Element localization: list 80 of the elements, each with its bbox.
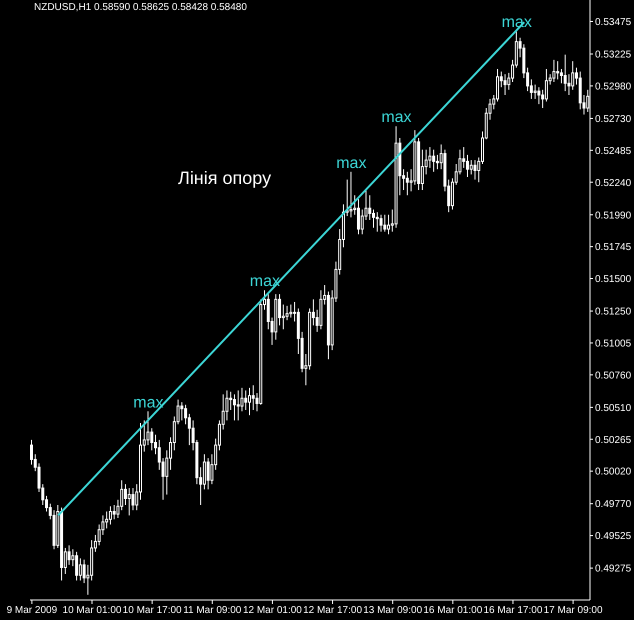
candlestick xyxy=(466,154,469,178)
candlestick xyxy=(552,59,556,82)
candlestick xyxy=(225,390,228,421)
candlestick xyxy=(131,488,134,511)
candlestick xyxy=(376,212,379,232)
y-tick-label: 0.52485 xyxy=(595,146,632,157)
candlestick xyxy=(360,209,364,235)
candlestick xyxy=(436,154,439,170)
annotation: max xyxy=(250,273,280,290)
candlestick xyxy=(349,171,352,218)
candlestick xyxy=(534,84,537,100)
candlestick xyxy=(206,458,210,490)
x-tick-label: 16 Mar 01:00 xyxy=(423,605,483,616)
candlestick xyxy=(150,428,154,451)
candlestick xyxy=(236,390,240,421)
candlestick xyxy=(537,86,540,105)
y-tick-label: 0.52980 xyxy=(595,81,632,92)
candlestick xyxy=(473,160,476,180)
candlestick xyxy=(556,60,560,80)
candlestick xyxy=(544,68,548,102)
candlestick xyxy=(78,558,82,581)
candlestick xyxy=(108,506,112,526)
candlestick xyxy=(504,74,507,96)
y-tick-label: 0.50760 xyxy=(595,370,632,382)
candlestick xyxy=(180,402,184,421)
candlestick xyxy=(470,160,473,175)
candlestick xyxy=(232,394,236,421)
candlestick xyxy=(229,391,232,410)
candlestick xyxy=(240,387,244,412)
x-tick-label: 10 Mar 17:00 xyxy=(122,605,182,616)
x-tick-label: 12 Mar 01:00 xyxy=(242,605,302,616)
candlestick xyxy=(387,214,390,235)
y-tick-label: 0.51005 xyxy=(595,338,632,350)
candlestick xyxy=(112,504,116,520)
y-tick-label: 0.50265 xyxy=(595,434,632,446)
candlestick xyxy=(68,544,71,566)
candlestick xyxy=(406,171,409,196)
x-tick-label: 17 Mar 09:00 xyxy=(544,605,603,616)
candlestick xyxy=(380,214,383,232)
y-tick-label: 0.51990 xyxy=(595,210,632,222)
x-tick-label: 13 Mar 09:00 xyxy=(363,605,423,616)
x-tick-label: 11 Mar 09:00 xyxy=(183,605,242,616)
candlestick xyxy=(202,454,206,490)
chart-title: NZDUSD,H1 0.58590 0.58625 0.58428 0.58480 xyxy=(34,2,247,13)
annotation: Лінія опору xyxy=(178,168,272,189)
candlestick xyxy=(244,390,248,410)
candlestick xyxy=(462,146,466,168)
y-tick-label: 0.51500 xyxy=(595,274,632,286)
candlestick xyxy=(252,384,255,410)
y-tick-label: 0.50510 xyxy=(595,402,632,414)
x-tick-label: 10 Mar 01:00 xyxy=(62,605,122,616)
candlestick xyxy=(567,74,570,96)
y-tick-label: 0.52240 xyxy=(595,178,632,189)
candlestick xyxy=(75,551,78,581)
x-tick-label: 16 Mar 17:00 xyxy=(483,605,543,616)
candlestick xyxy=(30,439,33,466)
x-tick-label: 9 Mar 2009 xyxy=(6,605,58,616)
y-tick-label: 0.50020 xyxy=(595,466,632,478)
y-tick-label: 0.51250 xyxy=(595,306,632,318)
y-tick-label: 0.52730 xyxy=(595,114,632,125)
candlestick xyxy=(383,214,386,232)
x-tick-label: 12 Mar 17:00 xyxy=(303,605,362,616)
y-tick-label: 0.53475 xyxy=(595,17,632,28)
y-tick-label: 0.49770 xyxy=(595,499,632,510)
candlestick xyxy=(428,146,432,168)
candlestick xyxy=(289,304,292,318)
candlestick xyxy=(356,198,360,235)
y-tick-label: 0.51745 xyxy=(595,242,632,254)
y-tick-label: 0.53225 xyxy=(595,50,632,61)
candlestick xyxy=(184,404,188,425)
candlestick xyxy=(82,559,86,584)
candlestick xyxy=(564,54,567,92)
annotation: max xyxy=(336,154,366,172)
y-tick-label: 0.49275 xyxy=(595,564,632,575)
candlestick xyxy=(248,387,251,416)
annotation: max xyxy=(133,394,164,412)
annotation: max xyxy=(381,109,412,126)
y-tick-label: 0.49525 xyxy=(595,531,632,542)
candlestick xyxy=(128,488,131,516)
candlestick xyxy=(432,149,436,172)
